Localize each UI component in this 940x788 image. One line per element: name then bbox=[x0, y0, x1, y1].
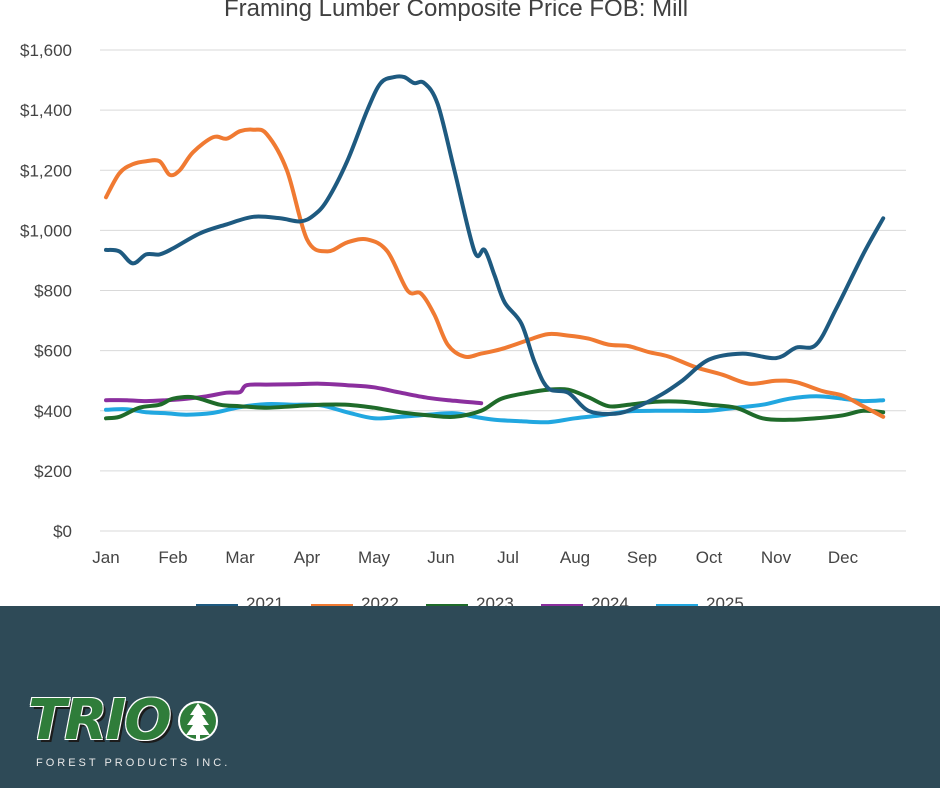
pine-tree-icon bbox=[178, 701, 218, 741]
trio-logo: TRIO FOREST PRODUCTS INC. bbox=[22, 688, 227, 773]
y-tick-label: $800 bbox=[34, 282, 72, 301]
x-tick-label: Feb bbox=[158, 548, 187, 567]
chart-title: Framing Lumber Composite Price FOB: Mill bbox=[224, 0, 688, 22]
x-tick-label: Jul bbox=[497, 548, 519, 567]
x-axis-ticks: Jan Feb Mar Apr May Jun Jul Aug Sep Oct Nov Dec bbox=[92, 548, 858, 567]
legend: 2021 2022 2023 2024 2025 bbox=[196, 594, 744, 606]
y-tick-label: $600 bbox=[34, 342, 72, 361]
y-tick-label: $1,000 bbox=[20, 221, 72, 240]
legend-label: 2022 bbox=[361, 594, 399, 606]
y-tick-label: $1,400 bbox=[20, 101, 72, 120]
logo-wordmark: TRIO bbox=[28, 688, 172, 753]
series-line-2022 bbox=[104, 127, 886, 419]
x-tick-label: Sep bbox=[627, 548, 657, 567]
logo-tagline: FOREST PRODUCTS INC. bbox=[36, 757, 231, 769]
series-line-2025 bbox=[104, 394, 886, 425]
gridlines bbox=[100, 49, 906, 532]
legend-label: 2021 bbox=[246, 594, 284, 606]
series-line-2021 bbox=[104, 74, 886, 417]
x-tick-label: Dec bbox=[828, 548, 859, 567]
x-tick-label: Nov bbox=[761, 548, 792, 567]
y-tick-label: $400 bbox=[34, 402, 72, 421]
series-line-2023 bbox=[104, 387, 886, 422]
x-tick-label: Apr bbox=[294, 548, 321, 567]
y-tick-label: $200 bbox=[34, 462, 72, 481]
series-lines bbox=[104, 74, 886, 425]
chart-panel: Framing Lumber Composite Price FOB: Mill… bbox=[20, 0, 906, 606]
legend-label: 2023 bbox=[476, 594, 514, 606]
x-tick-label: Aug bbox=[560, 548, 590, 567]
x-tick-label: Oct bbox=[696, 548, 723, 567]
legend-label: 2024 bbox=[591, 594, 629, 606]
x-tick-label: May bbox=[358, 548, 391, 567]
x-tick-label: Mar bbox=[225, 548, 255, 567]
y-tick-label: $1,200 bbox=[20, 161, 72, 180]
x-tick-label: Jan bbox=[92, 548, 119, 567]
lumber-price-chart: Framing Lumber Composite Price FOB: Mill… bbox=[20, 0, 906, 606]
y-axis-ticks: $0 $200 $400 $600 $800 $1,000 $1,200 $1,400 $1,6… bbox=[20, 41, 72, 541]
series-line-2024 bbox=[104, 381, 484, 406]
y-tick-label: $1,600 bbox=[20, 41, 72, 60]
footer-band bbox=[0, 606, 940, 788]
x-tick-label: Jun bbox=[427, 548, 454, 567]
y-tick-label: $0 bbox=[53, 522, 72, 541]
legend-label: 2025 bbox=[706, 594, 744, 606]
